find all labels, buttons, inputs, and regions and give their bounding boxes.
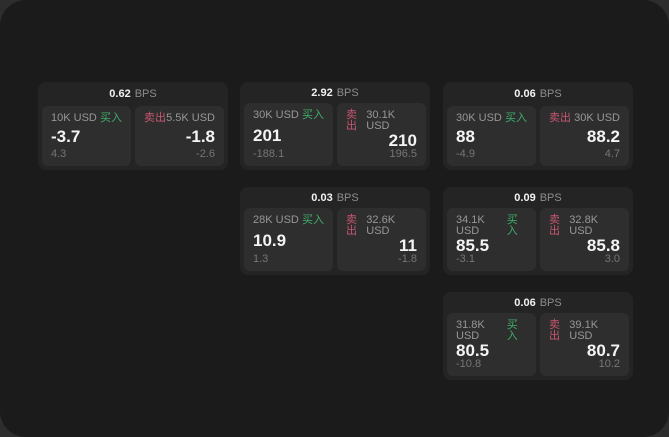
buy-amount-label: 10K USD — [51, 112, 97, 124]
sell-delta-value: 4.7 — [604, 148, 620, 160]
buy-panel[interactable]: 30K USD 买入 201 -188.1 — [244, 103, 333, 166]
buy-side-label: 买入 — [302, 214, 324, 226]
buy-panel[interactable]: 31.8K USD 买入 80.5 -10.8 — [447, 313, 536, 376]
sell-panel[interactable]: 卖出 5.5K USD -1.8 -2.6 — [135, 106, 224, 166]
sell-amount-label: 30K USD — [574, 112, 620, 124]
sell-panel[interactable]: 卖出 32.8K USD 85.8 3.0 — [540, 208, 629, 271]
quote-panels: 10K USD 买入 -3.7 4.3 卖出 5.5K USD -1.8 -2.… — [42, 106, 224, 166]
buy-side-label: 买入 — [506, 319, 518, 342]
sell-price-value: 85.8 — [586, 236, 620, 255]
buy-panel[interactable]: 34.1K USD 买入 85.5 -3.1 — [447, 208, 536, 271]
buy-amount-label: 30K USD — [456, 112, 502, 124]
buy-price-value: 201 — [253, 125, 282, 145]
sell-delta-value: 10.2 — [598, 358, 620, 370]
bps-header: 0.06 BPS — [447, 82, 629, 106]
sell-side-label: 卖出 — [144, 112, 166, 124]
bps-card: 2.92 BPS 30K USD 买入 201 -188.1 卖出 30.1K … — [240, 82, 430, 170]
sell-side-label: 卖出 — [346, 109, 357, 132]
bps-value: 0.09 — [514, 191, 536, 204]
buy-panel[interactable]: 10K USD 买入 -3.7 4.3 — [42, 106, 131, 166]
quote-column-1: 0.62 BPS 10K USD 买入 -3.7 4.3 卖出 5.5K USD — [38, 82, 228, 170]
buy-amount-label: 28K USD — [253, 214, 299, 226]
buy-panel[interactable]: 30K USD 买入 88 -4.9 — [447, 106, 536, 166]
buy-delta-value: -4.9 — [456, 148, 475, 160]
quote-column-3: 0.06 BPS 30K USD 买入 88 -4.9 卖出 30K USD — [443, 82, 633, 380]
sell-price-value: 11 — [399, 236, 417, 255]
sell-amount-label: 5.5K USD — [166, 112, 215, 124]
sell-amount-label: 30.1K USD — [366, 109, 396, 132]
sell-amount-label: 32.6K USD — [366, 214, 396, 237]
bps-unit-label: BPS — [539, 191, 562, 204]
bps-unit-label: BPS — [539, 88, 562, 100]
sell-amount-label: 39.1K USD — [569, 319, 599, 342]
sell-delta-value: -1.8 — [398, 253, 417, 265]
bps-unit-label: BPS — [336, 191, 359, 204]
buy-side-label: 买入 — [505, 112, 527, 124]
buy-amount-label: 34.1K USD — [456, 214, 485, 237]
quote-panels: 31.8K USD 买入 80.5 -10.8 卖出 39.1K USD 80.… — [447, 313, 629, 376]
sell-side-label: 卖出 — [346, 214, 357, 237]
buy-side-label: 买入 — [100, 112, 122, 124]
bps-value: 0.62 — [109, 88, 131, 100]
buy-amount-label: 31.8K USD — [456, 319, 485, 342]
buy-price-value: -3.7 — [51, 127, 81, 146]
buy-delta-value: 1.3 — [253, 253, 269, 265]
sell-delta-value: -2.6 — [196, 148, 215, 160]
sell-panel[interactable]: 卖出 32.6K USD 11 -1.8 — [337, 208, 426, 271]
buy-panel[interactable]: 28K USD 买入 10.9 1.3 — [244, 208, 333, 271]
sell-price-value: 210 — [388, 131, 417, 150]
bps-card: 0.03 BPS 28K USD 买入 10.9 1.3 卖出 32.6K US… — [240, 187, 430, 275]
bps-value: 0.06 — [514, 88, 536, 100]
bps-header: 0.03 BPS — [244, 187, 426, 208]
sell-delta-value: 3.0 — [604, 253, 620, 265]
buy-delta-value: 4.3 — [51, 148, 67, 160]
sell-delta-value: 196.5 — [389, 148, 417, 160]
buy-price-value: 88 — [456, 127, 475, 146]
bps-card: 0.06 BPS 30K USD 买入 88 -4.9 卖出 30K USD — [443, 82, 633, 170]
bps-card: 0.06 BPS 31.8K USD 买入 80.5 -10.8 卖出 39.1… — [443, 292, 633, 380]
sell-price-value: 88.2 — [586, 127, 620, 146]
sell-price-value: 80.7 — [586, 341, 620, 360]
sell-side-label: 卖出 — [549, 112, 571, 124]
bps-value: 0.06 — [514, 296, 536, 309]
bps-card: 0.62 BPS 10K USD 买入 -3.7 4.3 卖出 5.5K USD — [38, 82, 228, 170]
quote-column-2: 2.92 BPS 30K USD 买入 201 -188.1 卖出 30.1K … — [240, 82, 430, 275]
buy-delta-value: -10.8 — [456, 358, 482, 370]
buy-price-value: 10.9 — [253, 230, 287, 250]
sell-panel[interactable]: 卖出 30K USD 88.2 4.7 — [540, 106, 629, 166]
buy-price-value: 85.5 — [456, 236, 490, 255]
bps-unit-label: BPS — [336, 86, 359, 99]
bps-header: 0.06 BPS — [447, 292, 629, 313]
buy-delta-value: -188.1 — [253, 148, 285, 160]
bps-value: 0.03 — [311, 191, 333, 204]
buy-side-label: 买入 — [302, 109, 324, 121]
sell-side-label: 卖出 — [549, 319, 560, 342]
sell-amount-label: 32.8K USD — [569, 214, 599, 237]
sell-price-value: -1.8 — [185, 127, 215, 146]
bps-unit-label: BPS — [134, 88, 157, 100]
sell-panel[interactable]: 卖出 39.1K USD 80.7 10.2 — [540, 313, 629, 376]
buy-side-label: 买入 — [506, 214, 518, 237]
bps-card: 0.09 BPS 34.1K USD 买入 85.5 -3.1 卖出 32.8K… — [443, 187, 633, 275]
sell-panel[interactable]: 卖出 30.1K USD 210 196.5 — [337, 103, 426, 166]
quote-panels: 34.1K USD 买入 85.5 -3.1 卖出 32.8K USD 85.8… — [447, 208, 629, 271]
bps-header: 0.62 BPS — [42, 82, 224, 106]
bps-header: 2.92 BPS — [244, 82, 426, 103]
bps-value: 2.92 — [311, 86, 333, 99]
quote-panels: 28K USD 买入 10.9 1.3 卖出 32.6K USD 11 -1.8 — [244, 208, 426, 271]
buy-delta-value: -3.1 — [456, 253, 475, 265]
bps-header: 0.09 BPS — [447, 187, 629, 208]
sell-side-label: 卖出 — [549, 214, 560, 237]
quote-panels: 30K USD 买入 88 -4.9 卖出 30K USD 88.2 4.7 — [447, 106, 629, 166]
quote-panels: 30K USD 买入 201 -188.1 卖出 30.1K USD 210 1… — [244, 103, 426, 166]
bps-unit-label: BPS — [539, 296, 562, 309]
buy-price-value: 80.5 — [456, 341, 490, 360]
buy-amount-label: 30K USD — [253, 109, 299, 121]
